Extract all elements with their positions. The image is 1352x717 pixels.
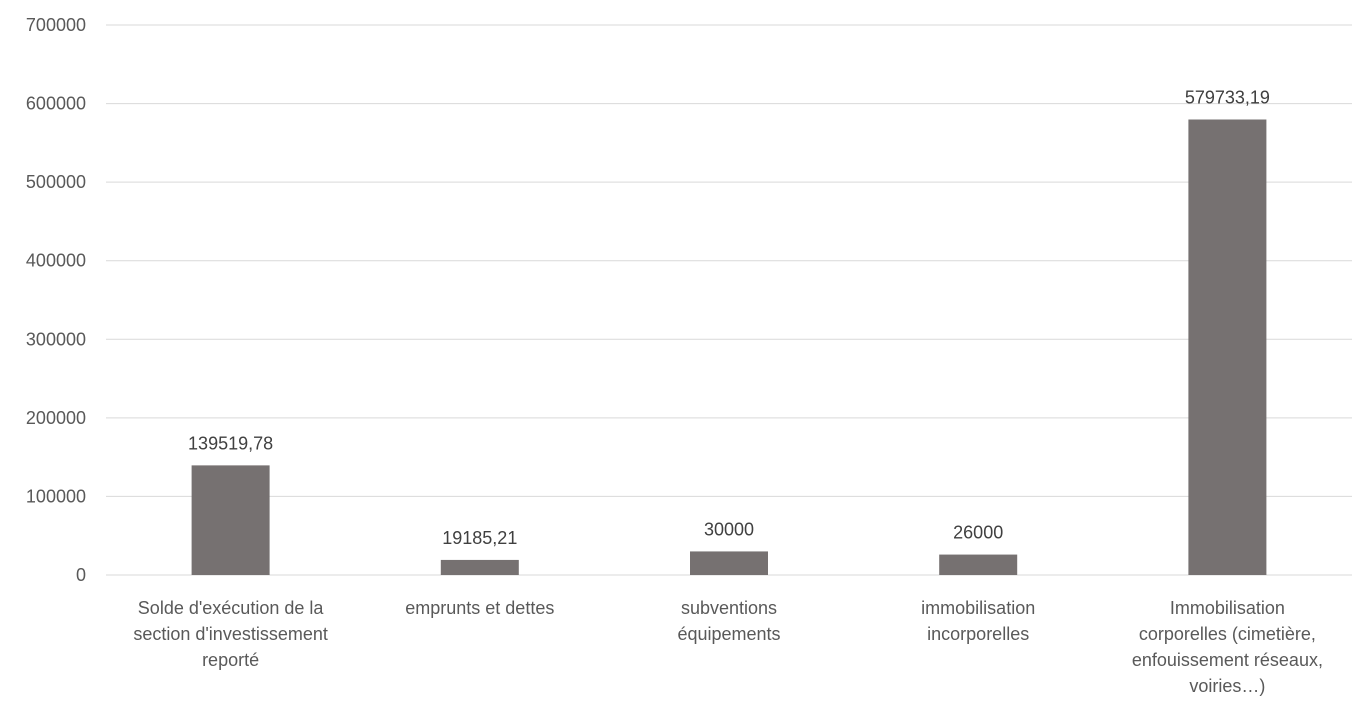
- bar: [191, 465, 270, 575]
- category-label: équipements: [677, 624, 780, 644]
- category-labels: Solde d'exécution de la section d'investi…: [133, 598, 1323, 696]
- category-label: section d'investissement: [133, 624, 328, 644]
- category-label: corporelles (cimetière,: [1139, 624, 1316, 644]
- data-label: 19185,21: [442, 528, 517, 548]
- data-labels: 139519,78 19185,21 30000 26000 579733,19: [188, 87, 1270, 547]
- category-label: enfouissement réseaux,: [1132, 650, 1323, 670]
- category-label: Immobilisation: [1170, 598, 1285, 618]
- data-label: 579733,19: [1185, 87, 1270, 107]
- bar: [440, 559, 519, 575]
- y-tick-label: 100000: [26, 486, 86, 506]
- y-tick-label: 500000: [26, 172, 86, 192]
- y-tick-label: 600000: [26, 94, 86, 114]
- bar: [939, 554, 1018, 575]
- bar: [690, 551, 768, 575]
- y-tick-label: 400000: [26, 251, 86, 271]
- category-label: reporté: [202, 650, 259, 670]
- y-tick-label: 300000: [26, 329, 86, 349]
- category-label: voiries…): [1189, 676, 1265, 696]
- y-tick-label: 0: [76, 565, 86, 585]
- gridlines: [106, 24, 1352, 576]
- data-label: 30000: [704, 519, 754, 539]
- bar: [1188, 119, 1267, 575]
- category-label: Solde d'exécution de la: [138, 598, 325, 618]
- y-axis-tick-labels: 0 100000 200000 300000 400000 500000 600000 700…: [26, 15, 86, 585]
- data-label: 26000: [953, 523, 1003, 543]
- category-label: incorporelles: [927, 624, 1029, 644]
- bars: [191, 119, 1267, 575]
- category-label: emprunts et dettes: [405, 598, 554, 618]
- y-tick-label: 200000: [26, 408, 86, 428]
- category-label: immobilisation: [921, 598, 1035, 618]
- category-label: subventions: [681, 598, 777, 618]
- data-label: 139519,78: [188, 433, 273, 453]
- y-tick-label: 700000: [26, 15, 86, 35]
